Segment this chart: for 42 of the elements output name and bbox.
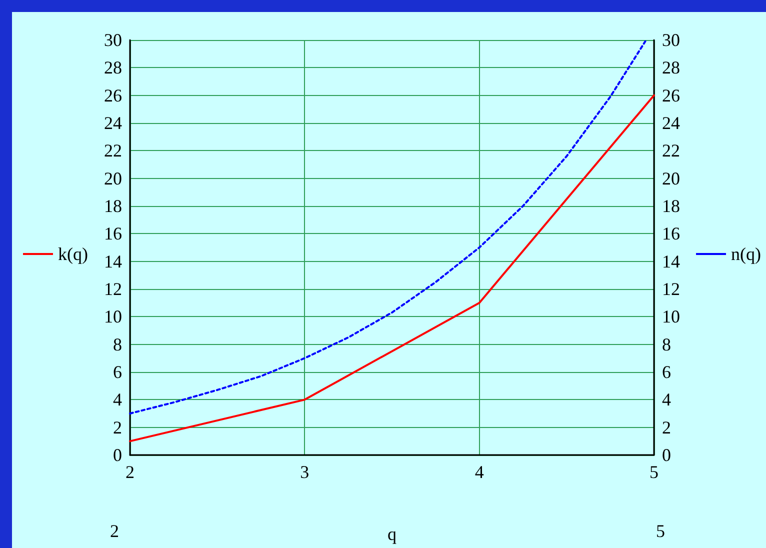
y2-tick-label: 2 bbox=[662, 417, 671, 438]
x-axis-title: q bbox=[388, 524, 396, 544]
x-tick-label: 2 bbox=[126, 462, 134, 482]
y2-tick-label: 10 bbox=[662, 306, 680, 327]
y-tick-label: 26 bbox=[104, 85, 122, 106]
y2-tick-label: 16 bbox=[662, 224, 680, 244]
y-tick-label: 20 bbox=[104, 168, 122, 188]
y-tick-label: 22 bbox=[104, 140, 122, 161]
y2-tick-label: 26 bbox=[662, 85, 680, 106]
y-tick-label: 28 bbox=[104, 58, 122, 78]
y-tick-label: 2 bbox=[113, 417, 122, 438]
y2-tick-label: 30 bbox=[662, 30, 680, 50]
x-tick-label: 5 bbox=[650, 462, 658, 482]
y2-tick-label: 0 bbox=[662, 445, 671, 465]
line-series bbox=[129, 40, 646, 414]
y2-tick-label: 8 bbox=[662, 334, 671, 354]
y2-tick-label: 14 bbox=[662, 251, 680, 272]
y2-tick-label: 20 bbox=[662, 168, 680, 188]
text: 5 bbox=[656, 521, 665, 541]
y2-tick-label: 24 bbox=[662, 113, 680, 133]
y2-tick-label: 22 bbox=[662, 140, 680, 161]
x-tick-label: 4 bbox=[474, 462, 484, 482]
y2-tick-label: 28 bbox=[662, 58, 680, 78]
y-tick-label: 8 bbox=[113, 334, 122, 354]
y-tick-label: 6 bbox=[113, 362, 122, 382]
legend-label: k(q) bbox=[58, 244, 88, 264]
y-tick-label: 0 bbox=[113, 445, 122, 465]
y-tick-label: 30 bbox=[104, 30, 122, 50]
line-series bbox=[129, 94, 655, 442]
x-tick-label: 3 bbox=[300, 462, 310, 482]
y-tick-label: 16 bbox=[104, 224, 122, 244]
y-tick-label: 18 bbox=[104, 196, 122, 216]
y2-tick-label: 12 bbox=[662, 279, 680, 299]
legend-label: n(q) bbox=[731, 244, 762, 264]
y-tick-label: 24 bbox=[104, 113, 122, 133]
y2-tick-label: 4 bbox=[662, 390, 671, 410]
y-tick-label: 12 bbox=[104, 279, 122, 299]
y2-tick-label: 18 bbox=[662, 196, 680, 216]
y2-tick-label: 6 bbox=[662, 362, 671, 382]
y-tick-label: 4 bbox=[113, 390, 122, 410]
y-tick-label: 10 bbox=[104, 306, 122, 327]
y-tick-label: 14 bbox=[104, 251, 122, 272]
